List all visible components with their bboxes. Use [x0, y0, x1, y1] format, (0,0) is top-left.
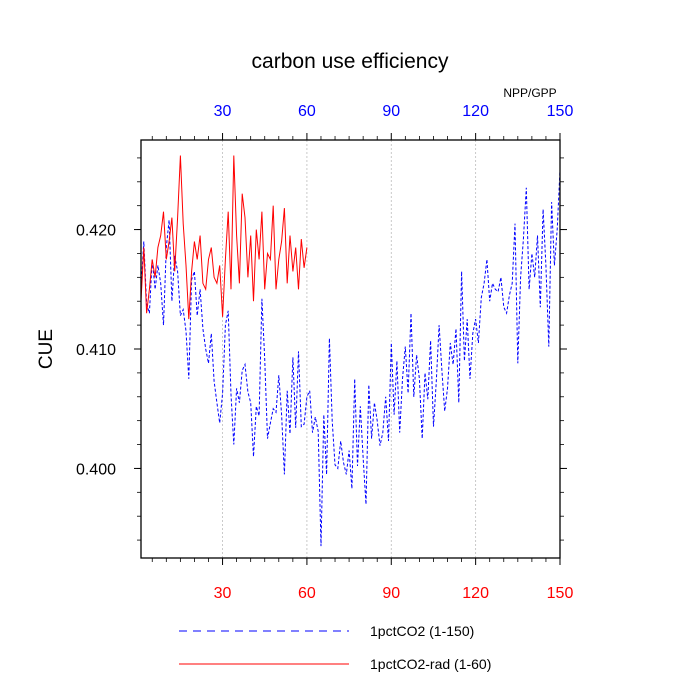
axis-ticks: 30 30 60 60 90 90 120 120 150 150 0.400 0.410 0.420 — [76, 103, 573, 602]
y-axis-label: CUE — [36, 329, 57, 369]
plot-frame — [140, 139, 561, 559]
series-line-0 — [140, 169, 561, 547]
x-tick-label-bottom-3: 120 — [462, 585, 489, 602]
series-group — [140, 155, 561, 547]
series-line-1 — [140, 155, 308, 320]
legend-label-1: 1pctCO2-rad (1-60) — [370, 656, 491, 672]
x-tick-label-top-4: 150 — [547, 103, 574, 120]
x-tick-label-bottom-2: 90 — [382, 585, 400, 602]
y-tick-label-1: 0.410 — [76, 342, 116, 359]
x-tick-label-top-3: 120 — [462, 103, 489, 120]
x-tick-label-top-0: 30 — [214, 103, 232, 120]
y-tick-label-2: 0.420 — [76, 223, 116, 240]
legend: 1pctCO2 (1-150) 1pctCO2-rad (1-60) — [179, 623, 491, 672]
x-tick-label-top-1: 60 — [298, 103, 316, 120]
x-tick-label-bottom-0: 30 — [214, 585, 232, 602]
x-tick-label-top-2: 90 — [382, 103, 400, 120]
legend-label-0: 1pctCO2 (1-150) — [370, 623, 474, 639]
x-tick-label-bottom-4: 150 — [547, 585, 574, 602]
chart-subtitle: NPP/GPP — [503, 86, 556, 100]
x-tick-label-bottom-1: 60 — [298, 585, 316, 602]
chart-title: carbon use efficiency — [252, 50, 449, 73]
y-tick-label-0: 0.400 — [76, 461, 116, 478]
